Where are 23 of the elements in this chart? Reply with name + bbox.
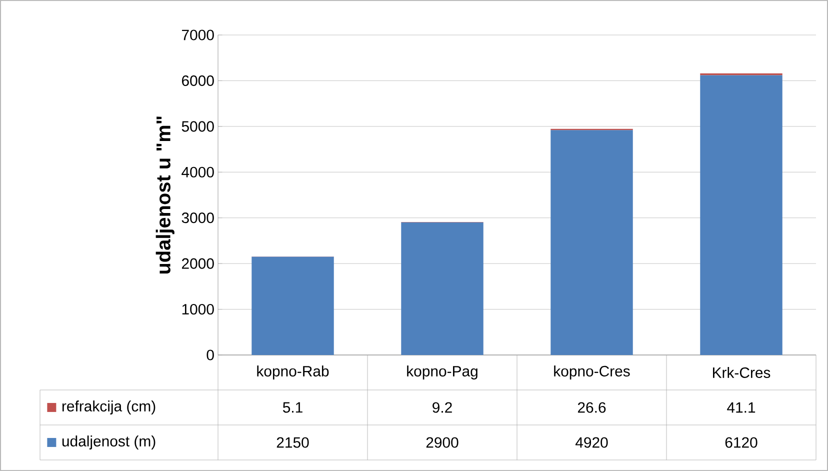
legend-label: udaljenost (m) <box>62 436 156 450</box>
y-tick-label: 0 <box>206 350 214 360</box>
data-label: 6120 <box>725 437 758 448</box>
y-tick-label: 3000 <box>182 212 214 224</box>
data-label: 5.1 <box>282 402 302 413</box>
data-label: 26.6 <box>578 402 606 413</box>
data-label: 9.2 <box>432 402 452 413</box>
y-axis-title: udaljenost u "m" <box>156 116 174 274</box>
x-tick-label: kopno-Cres <box>554 366 630 380</box>
y-tick-label: 4000 <box>182 166 214 178</box>
y-tick-label: 5000 <box>182 121 214 132</box>
x-tick-label: kopno-Rab <box>257 366 329 380</box>
legend-label: refrakcija (cm) <box>62 400 156 414</box>
y-tick-label: 7000 <box>182 30 214 40</box>
data-label: 41.1 <box>727 402 756 413</box>
data-label: 2900 <box>426 437 458 448</box>
y-tick-label: 2000 <box>182 258 214 269</box>
y-tick-label: 1000 <box>182 304 214 315</box>
x-tick-label: kopno-Pag <box>407 366 478 380</box>
data-label: 2150 <box>276 437 309 448</box>
y-tick-label: 6000 <box>182 75 214 86</box>
data-label: 4920 <box>575 437 608 448</box>
x-tick-label: Krk-Cres <box>713 367 770 378</box>
